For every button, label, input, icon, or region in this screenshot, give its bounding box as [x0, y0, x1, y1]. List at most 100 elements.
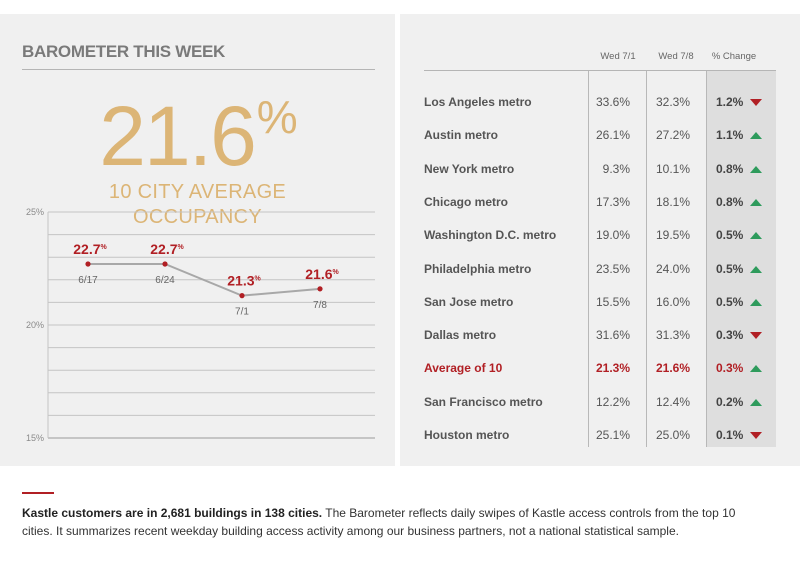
y-tick-label: 20% [26, 320, 44, 330]
up-arrow-icon [750, 398, 762, 406]
footer-text: The Barometer reflects daily swipes of K… [22, 506, 736, 538]
change-value: 0.3% [716, 328, 744, 343]
table-row: Philadelphia metro 23.5% 24.0% 0.5% [424, 253, 776, 286]
column-divider [646, 71, 647, 447]
data-point [317, 286, 323, 292]
occupancy-line-chart: 25% 20% 15% 22.7% 6/17 22.7% 6/24 21.3% 7/1 21.6%… [26, 207, 375, 443]
average-occupancy-figure: 21.6% [0, 88, 395, 185]
value-wed-7-8: 32.3% [655, 95, 690, 109]
change-value: 0.5% [716, 261, 744, 276]
value-wed-7-1: 25.1% [595, 428, 630, 442]
value-wed-7-1: 15.5% [595, 294, 630, 309]
data-value-label: 22.7% [150, 241, 184, 257]
column-header-wed-7-1: Wed 7/1 [600, 51, 636, 62]
table-row: San Jose metro 15.5% 16.0% 0.5% [424, 286, 776, 319]
down-arrow-icon [750, 99, 762, 106]
table-row: San Francisco metro 12.2% 12.4% 0.2% [424, 386, 776, 419]
city-name: Austin metro [424, 128, 499, 143]
city-name: Houston metro [424, 428, 510, 442]
footer-bold-text: Kastle customers are in 2,681 buildings … [22, 506, 323, 520]
data-value-unit: % [178, 244, 185, 251]
column-divider [588, 71, 589, 447]
value-wed-7-8: 31.3% [655, 328, 690, 343]
city-name: Dallas metro [424, 328, 497, 343]
value-wed-7-1: 19.0% [595, 228, 630, 243]
city-name: Philadelphia metro [424, 261, 532, 276]
y-tick-label: 15% [26, 433, 44, 443]
data-value-label: 21.3% [227, 273, 261, 289]
table-header-divider [424, 70, 776, 71]
up-arrow-icon [750, 198, 762, 206]
change-value: 1.1% [716, 128, 744, 143]
x-tick-label: 6/17 [78, 275, 98, 286]
data-value-unit: % [101, 244, 108, 251]
value-wed-7-8: 25.0% [655, 428, 690, 442]
data-value-unit: % [333, 269, 340, 276]
y-tick-label: 25% [26, 207, 44, 217]
table-row: Los Angeles metro 33.6% 32.3% 1.2% [424, 86, 776, 119]
change-value: 0.5% [716, 228, 744, 243]
change-value: 0.1% [716, 428, 744, 442]
value-wed-7-8: 21.6% [655, 361, 690, 376]
x-tick-label: 7/1 [235, 307, 249, 318]
value-wed-7-8: 24.0% [655, 261, 690, 276]
value-wed-7-1: 12.2% [595, 394, 630, 409]
table-row: Houston metro 25.1% 25.0% 0.1% [424, 419, 776, 452]
left-panel [0, 14, 395, 466]
city-name: Los Angeles metro [424, 95, 532, 109]
big-number-unit: % [256, 91, 298, 143]
data-point [85, 261, 91, 267]
value-wed-7-8: 10.1% [655, 161, 690, 176]
table-row: Dallas metro 31.6% 31.3% 0.3% [424, 319, 776, 352]
data-value-unit: % [255, 276, 262, 283]
value-wed-7-8: 16.0% [655, 294, 690, 309]
change-value: 0.5% [716, 294, 744, 309]
change-value: 0.2% [716, 394, 744, 409]
footer-note: Kastle customers are in 2,681 buildings … [22, 504, 762, 540]
city-name: San Francisco metro [424, 394, 543, 409]
value-wed-7-1: 26.1% [595, 128, 630, 143]
table-row: Washington D.C. metro 19.0% 19.5% 0.5% [424, 219, 776, 252]
value-wed-7-1: 9.3% [602, 161, 630, 176]
up-arrow-icon [750, 265, 762, 273]
city-name: Average of 10 [424, 361, 503, 376]
column-header-change: % Change [711, 51, 757, 62]
heading-divider [22, 69, 375, 70]
table-row: Austin metro 26.1% 27.2% 1.1% [424, 119, 776, 152]
data-point [162, 261, 168, 267]
value-wed-7-1: 23.5% [595, 261, 630, 276]
down-arrow-icon [750, 432, 762, 439]
footer-accent-bar [22, 492, 54, 494]
value-wed-7-8: 12.4% [655, 394, 690, 409]
value-wed-7-1: 21.3% [595, 361, 630, 376]
caption-line-1: 10 CITY AVERAGE [108, 181, 287, 203]
series-line [88, 262, 321, 297]
city-name: San Jose metro [424, 294, 514, 309]
city-name: Chicago metro [424, 194, 509, 209]
data-point [239, 293, 245, 299]
change-value: 0.8% [716, 161, 744, 176]
column-divider [706, 71, 707, 447]
x-tick-label: 7/8 [313, 300, 327, 311]
change-value: 0.8% [716, 194, 744, 209]
x-tick-label: 6/24 [155, 275, 175, 286]
value-wed-7-1: 33.6% [595, 95, 630, 109]
city-name: Washington D.C. metro [424, 228, 557, 243]
change-column-background [707, 71, 776, 447]
big-number-value: 21.6 [99, 89, 256, 183]
value-wed-7-8: 18.1% [655, 194, 690, 209]
value-wed-7-8: 19.5% [655, 228, 690, 243]
data-value-label: 22.7% [73, 241, 107, 257]
value-wed-7-8: 27.2% [655, 128, 690, 143]
up-arrow-icon [750, 132, 762, 140]
table-row: Chicago metro 17.3% 18.1% 0.8% [424, 186, 776, 219]
up-arrow-icon [750, 298, 762, 306]
change-value: 1.2% [716, 95, 744, 109]
table-row: Average of 10 21.3% 21.6% 0.3% [424, 352, 776, 385]
change-value: 0.3% [716, 361, 744, 376]
down-arrow-icon [750, 332, 762, 340]
section-heading: BAROMETER THIS WEEK [22, 42, 226, 61]
data-value-label: 21.6% [305, 266, 339, 282]
column-header-wed-7-8: Wed 7/8 [658, 51, 694, 62]
up-arrow-icon [750, 165, 762, 173]
